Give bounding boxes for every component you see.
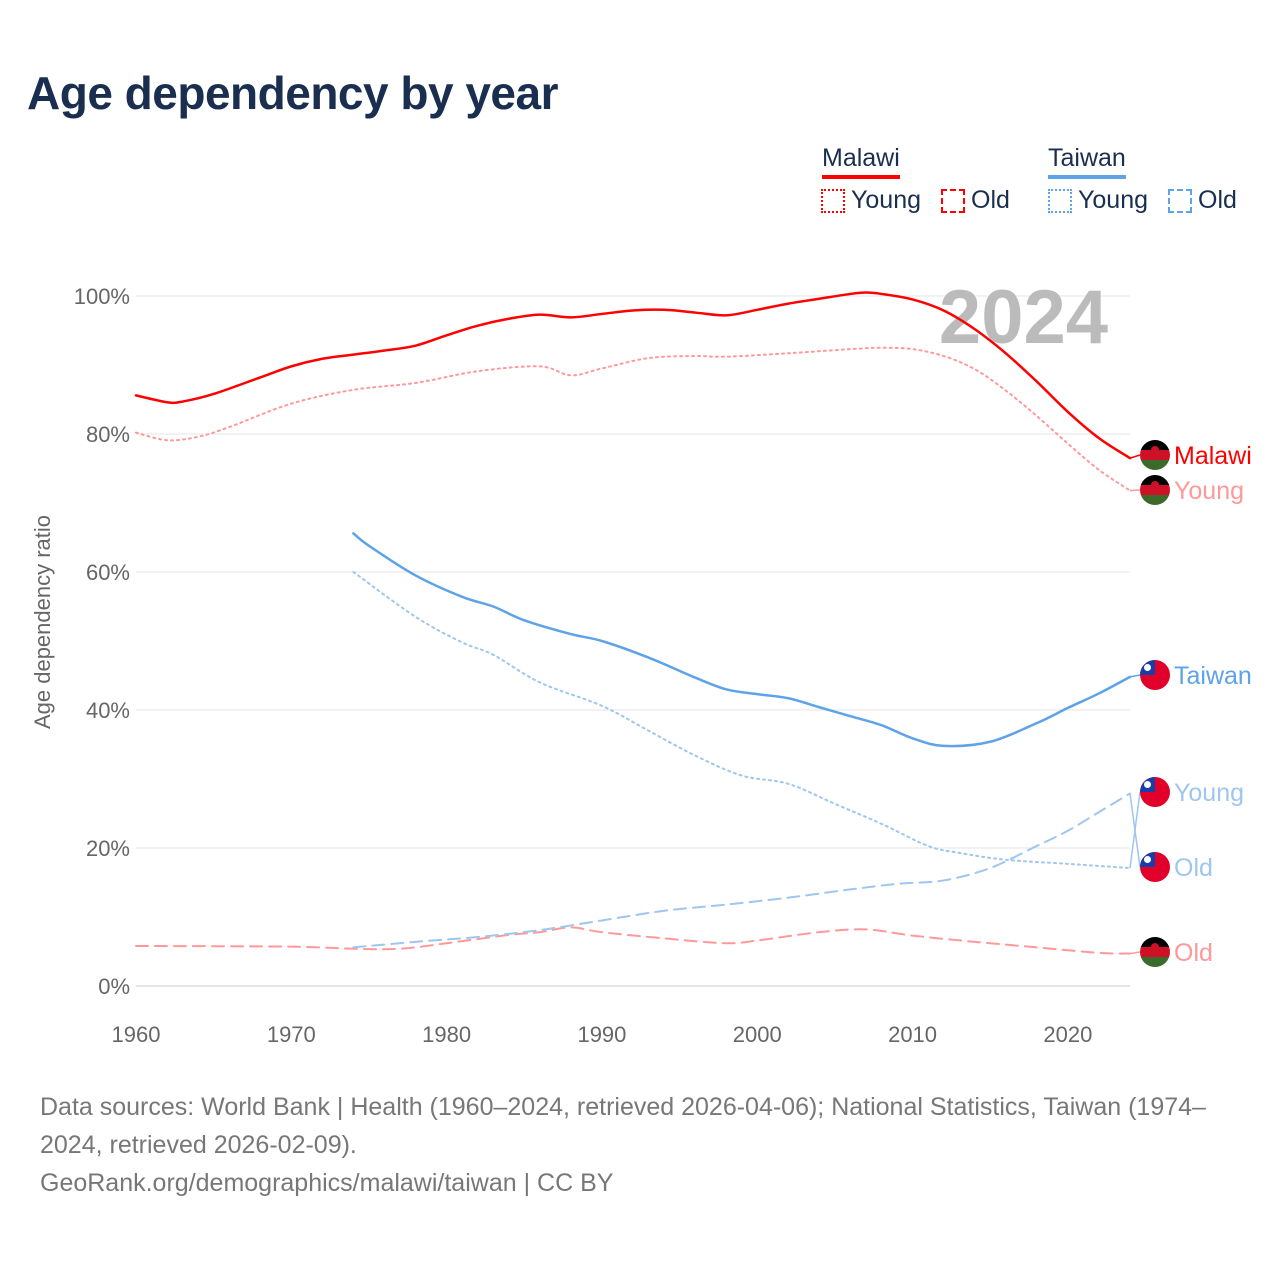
label-connector (1129, 454, 1141, 459)
malawi-flag-icon (1140, 440, 1170, 470)
y-tick-label: 80% (86, 422, 130, 447)
series-end-label: Malawi (1174, 442, 1252, 470)
legend-taiwan[interactable]: Taiwan (1048, 144, 1126, 179)
x-tick-label: 1970 (267, 1022, 316, 1047)
y-tick-label: 20% (86, 836, 130, 861)
series-end-label: Young (1174, 779, 1244, 807)
series-end-label: Young (1174, 477, 1244, 505)
legend-malawi-label: Malawi (822, 144, 900, 172)
data-sources: Data sources: World Bank | Health (1960–… (40, 1093, 1206, 1159)
malawi-flag-icon (1140, 475, 1170, 505)
legend-malawi-young[interactable]: Young (821, 186, 921, 215)
legend-label: Young (851, 186, 921, 214)
x-tick-label: 2010 (888, 1022, 937, 1047)
legend-taiwan-old[interactable]: Old (1168, 186, 1237, 215)
footer: Data sources: World Bank | Health (1960–… (40, 1088, 1250, 1202)
legend-taiwan-label: Taiwan (1048, 144, 1126, 172)
line-chart: 0% 20% 40% 60% 80% 100% 1960 1970 1980 1990 2000 20… (30, 275, 1252, 1047)
label-connector (1129, 489, 1141, 492)
legend-malawi[interactable]: Malawi (822, 144, 900, 179)
dotted-swatch-icon (1048, 188, 1072, 213)
series-line-taiwan-young (352, 571, 1131, 870)
y-tick-label: 40% (86, 698, 130, 723)
y-tick-label: 0% (98, 974, 130, 999)
x-tick-label: 1960 (112, 1022, 161, 1047)
series-line-malawi-old (135, 926, 1131, 955)
x-tick-label: 1980 (422, 1022, 471, 1047)
series-line-malawi (134, 291, 1132, 460)
legend-taiwan-swatch (1048, 175, 1126, 179)
chart-title: Age dependency by year (27, 67, 558, 119)
legend-taiwan-young[interactable]: Young (1048, 186, 1148, 215)
legend-malawi-swatch (822, 175, 900, 179)
series-end-label: Taiwan (1174, 662, 1252, 690)
dashed-swatch-icon (941, 188, 965, 213)
legend-label: Old (971, 186, 1010, 214)
y-axis-label: Age dependency ratio (30, 515, 55, 729)
y-tick-label: 100% (74, 284, 130, 309)
year-watermark: 2024 (939, 275, 1108, 360)
label-connector (1129, 791, 1141, 869)
legend-label: Old (1198, 186, 1237, 214)
taiwan-flag-icon (1140, 660, 1170, 690)
attribution-link[interactable]: GeoRank.org/demographics/malawi/taiwan |… (40, 1169, 614, 1197)
legend-malawi-old[interactable]: Old (941, 186, 1010, 215)
malawi-flag-icon (1140, 937, 1170, 967)
series-end-label: Old (1174, 854, 1213, 882)
series-end-label: Old (1174, 939, 1213, 967)
y-tick-label: 60% (86, 560, 130, 585)
x-tick-label: 2000 (733, 1022, 782, 1047)
series-line-malawi-young (135, 346, 1131, 492)
legend-label: Young (1078, 186, 1148, 214)
x-tick-label: 1990 (577, 1022, 626, 1047)
dotted-swatch-icon (821, 188, 845, 213)
series-line-taiwan (352, 532, 1132, 748)
dashed-swatch-icon (1168, 188, 1192, 213)
label-connector (1129, 674, 1141, 678)
taiwan-flag-icon (1140, 777, 1170, 807)
label-connector (1129, 951, 1141, 955)
series-line-taiwan-old (352, 792, 1131, 949)
taiwan-flag-icon (1140, 852, 1170, 882)
x-tick-label: 2020 (1043, 1022, 1092, 1047)
